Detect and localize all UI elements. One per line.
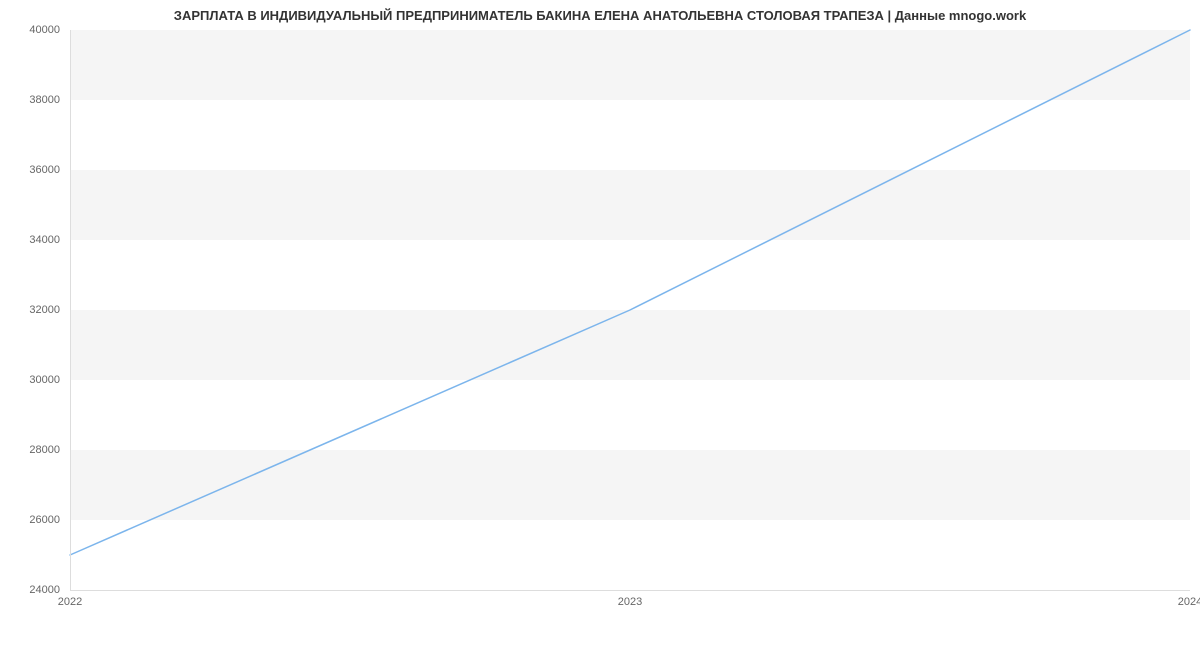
plot-area xyxy=(70,30,1190,590)
x-tick-label: 2022 xyxy=(58,596,82,608)
y-tick-label: 30000 xyxy=(0,374,60,386)
y-tick-label: 40000 xyxy=(0,24,60,36)
x-axis-line xyxy=(70,590,1190,591)
y-tick-label: 24000 xyxy=(0,584,60,596)
chart-title: ЗАРПЛАТА В ИНДИВИДУАЛЬНЫЙ ПРЕДПРИНИМАТЕЛ… xyxy=(0,8,1200,23)
y-axis-line xyxy=(70,30,71,590)
y-tick-label: 34000 xyxy=(0,234,60,246)
x-tick-label: 2024 xyxy=(1178,596,1200,608)
y-tick-label: 28000 xyxy=(0,444,60,456)
line-layer xyxy=(70,30,1190,590)
y-tick-label: 38000 xyxy=(0,94,60,106)
series-line-salary xyxy=(70,30,1190,555)
salary-line-chart: ЗАРПЛАТА В ИНДИВИДУАЛЬНЫЙ ПРЕДПРИНИМАТЕЛ… xyxy=(0,0,1200,650)
y-tick-label: 26000 xyxy=(0,514,60,526)
y-tick-label: 32000 xyxy=(0,304,60,316)
x-tick-label: 2023 xyxy=(618,596,642,608)
y-tick-label: 36000 xyxy=(0,164,60,176)
